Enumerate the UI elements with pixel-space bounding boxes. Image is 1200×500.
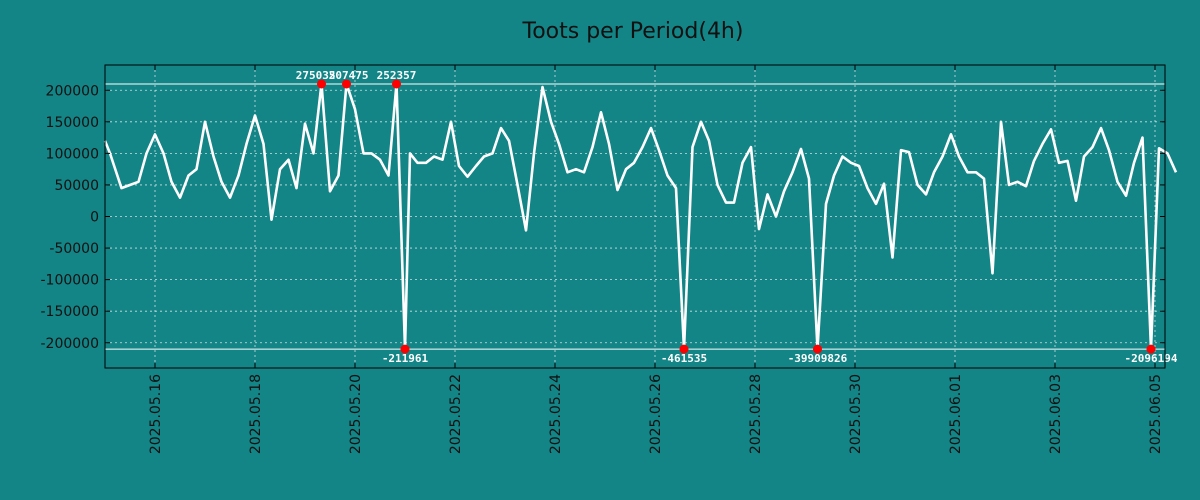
x-tick-label: 2025.06.05 bbox=[1148, 374, 1164, 454]
y-tick-label: 150000 bbox=[46, 115, 99, 131]
peak-label: -2096194 bbox=[1125, 352, 1178, 365]
x-tick-label: 2025.05.24 bbox=[548, 374, 564, 454]
y-tick-label: 200000 bbox=[46, 83, 99, 99]
reference-lines bbox=[105, 83, 1165, 350]
chart-title: Toots per Period(4h) bbox=[522, 19, 744, 44]
x-tick-label: 2025.05.20 bbox=[348, 374, 364, 454]
x-tick-label: 2025.06.01 bbox=[948, 374, 964, 454]
y-tick-label: -100000 bbox=[41, 273, 100, 289]
peak-label: 275035 bbox=[296, 69, 336, 82]
y-axis: 200000 150000 100000 50000 0 -50000 -100000 -15… bbox=[41, 83, 1165, 352]
x-tick-label: 2025.05.22 bbox=[448, 374, 464, 454]
peak-marker bbox=[392, 79, 401, 89]
x-tick-label: 2025.05.18 bbox=[248, 374, 264, 454]
peak-marker bbox=[679, 344, 689, 354]
peak-label: -211961 bbox=[382, 352, 429, 365]
peak-marker bbox=[317, 79, 326, 89]
y-tick-label: -150000 bbox=[41, 304, 100, 320]
x-tick-label: 2025.06.03 bbox=[1048, 374, 1064, 454]
peak-marker bbox=[1146, 344, 1156, 354]
x-axis: 2025.05.16 2025.05.18 2025.05.20 2025.05.22… bbox=[148, 65, 1164, 454]
x-tick-label: 2025.05.16 bbox=[148, 374, 164, 454]
x-tick-label: 2025.05.28 bbox=[748, 374, 764, 454]
peak-marker bbox=[813, 344, 822, 354]
grid bbox=[105, 65, 1165, 368]
peak-label: 207475 bbox=[329, 69, 369, 82]
y-tick-label: -200000 bbox=[41, 336, 100, 352]
peak-label: -39909826 bbox=[788, 352, 848, 365]
peak-label: 252357 bbox=[377, 69, 417, 82]
peak-marker bbox=[400, 344, 410, 354]
annotation-markers bbox=[317, 79, 1156, 354]
series-layer bbox=[103, 82, 1178, 351]
peak-label: -461535 bbox=[661, 352, 707, 365]
peak-marker bbox=[342, 79, 351, 89]
y-tick-label: 50000 bbox=[54, 178, 99, 194]
x-tick-label: 2025.05.26 bbox=[648, 374, 664, 454]
y-tick-label: 0 bbox=[90, 210, 99, 226]
x-tick-label: 2025.05.30 bbox=[848, 374, 864, 454]
y-tick-label: -50000 bbox=[49, 241, 99, 257]
series-line-toots bbox=[103, 82, 1178, 351]
y-tick-label: 100000 bbox=[46, 146, 99, 162]
